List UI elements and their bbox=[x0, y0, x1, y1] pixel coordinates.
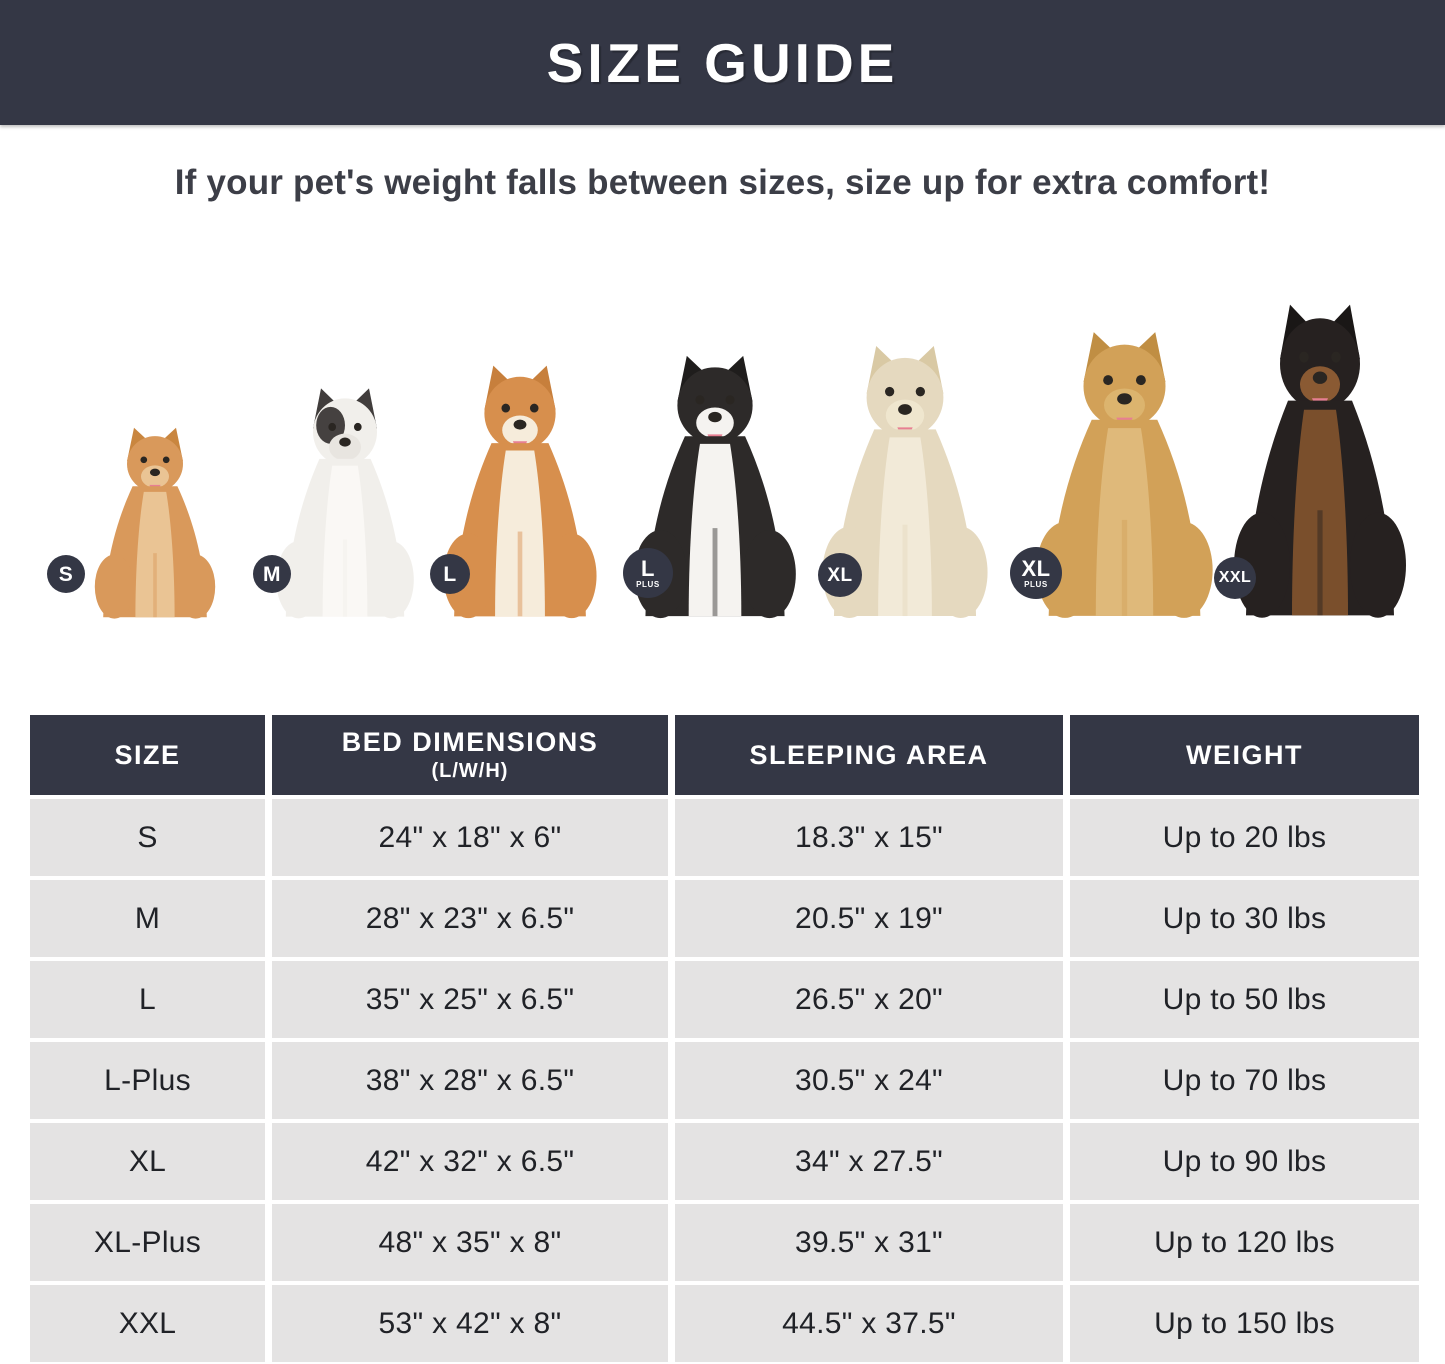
size-badge-label: M bbox=[263, 562, 281, 586]
cell-weight: Up to 150 lbs bbox=[1070, 1285, 1419, 1362]
size-badge-s: S bbox=[47, 555, 85, 593]
cell-sleeping-area: 44.5" x 37.5" bbox=[675, 1285, 1063, 1362]
french-bulldog-illustration bbox=[265, 385, 425, 620]
cell-bed-dimensions: 53" x 42" x 8" bbox=[272, 1285, 668, 1362]
cell-sleeping-area: 20.5" x 19" bbox=[675, 880, 1063, 957]
size-badge-xl-plus: XL PLUS bbox=[1010, 547, 1062, 599]
cell-weight: Up to 20 lbs bbox=[1070, 799, 1419, 876]
header-label: WEIGHT bbox=[1186, 739, 1303, 770]
cell-size: S bbox=[30, 799, 265, 876]
dog-size-illustrations: S M L L PLUS XL XL PLUS XXL bbox=[0, 290, 1445, 620]
size-badge-label: S bbox=[58, 562, 74, 586]
cell-size: L bbox=[30, 961, 265, 1038]
table-header-weight: WEIGHT bbox=[1070, 715, 1419, 795]
size-badge-sublabel: PLUS bbox=[1024, 579, 1048, 589]
cell-size: XXL bbox=[30, 1285, 265, 1362]
cell-bed-dimensions: 38" x 28" x 6.5" bbox=[272, 1042, 668, 1119]
size-badge-xxl: XXL bbox=[1214, 557, 1256, 599]
size-badge-sublabel: PLUS bbox=[636, 579, 660, 589]
cell-bed-dimensions: 24" x 18" x 6" bbox=[272, 799, 668, 876]
cell-weight: Up to 30 lbs bbox=[1070, 880, 1419, 957]
size-badge-l-plus: L PLUS bbox=[623, 548, 673, 598]
size-badge-label: L bbox=[641, 555, 655, 581]
header-label: BED DIMENSIONS bbox=[341, 727, 599, 757]
page-title: SIZE GUIDE bbox=[546, 31, 899, 94]
cell-weight: Up to 70 lbs bbox=[1070, 1042, 1419, 1119]
size-badge-l: L bbox=[430, 554, 470, 594]
cell-sleeping-area: 34" x 27.5" bbox=[675, 1123, 1063, 1200]
size-badge-label: XL bbox=[827, 564, 853, 586]
cell-weight: Up to 90 lbs bbox=[1070, 1123, 1419, 1200]
size-badge-m: M bbox=[253, 555, 291, 593]
header-label: SLEEPING AREA bbox=[749, 739, 989, 770]
cell-size: L-Plus bbox=[30, 1042, 265, 1119]
table-header-bed-dimensions: BED DIMENSIONS (L/W/H) bbox=[272, 715, 668, 795]
size-badge-xl: XL bbox=[818, 553, 862, 597]
header-label: SIZE bbox=[114, 739, 181, 770]
pomeranian-dog-illustration bbox=[85, 425, 225, 620]
size-guide-table: SIZE BED DIMENSIONS (L/W/H) SLEEPING ARE… bbox=[30, 715, 1419, 1362]
header-sublabel: (L/W/H) bbox=[431, 760, 509, 782]
cell-weight: Up to 50 lbs bbox=[1070, 961, 1419, 1038]
cell-sleeping-area: 39.5" x 31" bbox=[675, 1204, 1063, 1281]
cell-weight: Up to 120 lbs bbox=[1070, 1204, 1419, 1281]
cell-sleeping-area: 30.5" x 24" bbox=[675, 1042, 1063, 1119]
cell-sleeping-area: 18.3" x 15" bbox=[675, 799, 1063, 876]
table-header-size: SIZE bbox=[30, 715, 265, 795]
size-badge-label: XXL bbox=[1218, 569, 1252, 586]
cell-bed-dimensions: 48" x 35" x 8" bbox=[272, 1204, 668, 1281]
subtitle-text: If your pet's weight falls between sizes… bbox=[174, 163, 1271, 202]
header-banner: SIZE GUIDE bbox=[0, 0, 1445, 125]
cell-bed-dimensions: 28" x 23" x 6.5" bbox=[272, 880, 668, 957]
size-badge-label: L bbox=[443, 562, 457, 586]
cell-bed-dimensions: 35" x 25" x 6.5" bbox=[272, 961, 668, 1038]
cell-size: XL-Plus bbox=[30, 1204, 265, 1281]
cell-size: XL bbox=[30, 1123, 265, 1200]
cell-sleeping-area: 26.5" x 20" bbox=[675, 961, 1063, 1038]
cell-bed-dimensions: 42" x 32" x 6.5" bbox=[272, 1123, 668, 1200]
cell-size: M bbox=[30, 880, 265, 957]
table-header-sleeping-area: SLEEPING AREA bbox=[675, 715, 1063, 795]
size-badge-label: XL bbox=[1021, 555, 1051, 581]
